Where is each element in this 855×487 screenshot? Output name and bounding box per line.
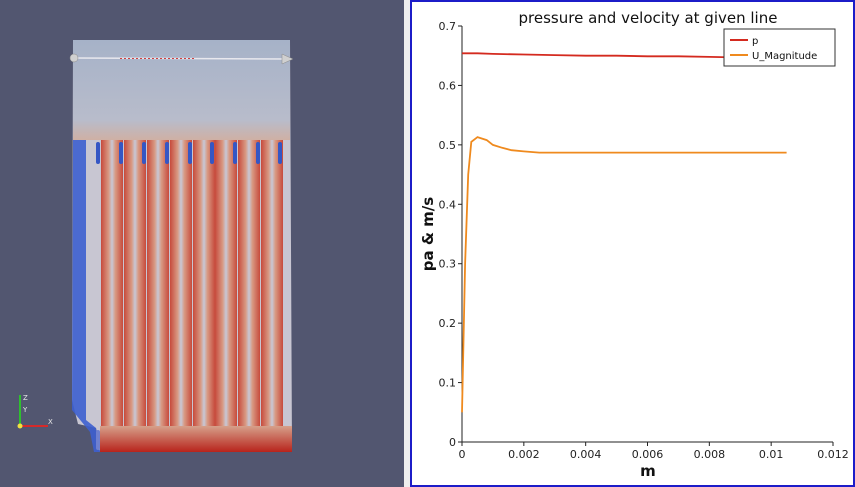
chart-legend: p U_Magnitude [723, 28, 836, 67]
legend-entry-label: p [752, 36, 758, 47]
inlet-gap-top [119, 142, 123, 164]
inlet-gap-top [96, 142, 100, 164]
y-tick-label: 0.3 [439, 258, 457, 271]
y-tick-label: 0.4 [439, 198, 457, 211]
inlet-gap-top [188, 142, 192, 164]
flow-column [261, 140, 283, 428]
inlet-gap-top [142, 142, 146, 164]
x-ticks: 0 0.002 0.004 0.006 0.008 0.01 0.012 [459, 442, 849, 461]
y-tick-label: 0.5 [439, 139, 457, 152]
inlet-gap-top [256, 142, 260, 164]
y-tick-label: 0.7 [439, 20, 457, 33]
x-tick-label: 0.006 [632, 448, 664, 461]
line-chart: pressure and velocity at given line 0 0.0… [419, 9, 849, 480]
flow-column [170, 140, 192, 428]
x-tick-label: 0.004 [570, 448, 602, 461]
x-tick-label: 0.008 [694, 448, 726, 461]
view-divider[interactable] [404, 0, 410, 487]
x-tick-label: 0.012 [817, 448, 849, 461]
top-region [73, 40, 290, 140]
legend-box [723, 28, 836, 67]
probe-end-handle[interactable] [281, 53, 294, 65]
y-axis-label: pa & m/s [419, 197, 437, 271]
orientation-axes-icon: Z Y X [17, 394, 53, 429]
flow-column [101, 140, 123, 428]
outlet-gap-bottom [96, 430, 100, 450]
inlet-gap-top [210, 142, 214, 164]
legend-entry-label: U_Magnitude [752, 51, 817, 62]
axis-label-z: Z [23, 394, 28, 402]
flow-column [124, 140, 146, 428]
left-boundary-layer [72, 140, 100, 452]
inlet-gap-top [233, 142, 237, 164]
y-tick-label: 0.1 [439, 377, 457, 390]
y-ticks: 0 0.1 0.2 0.3 0.4 0.5 0.6 0.7 [439, 20, 462, 449]
y-tick-label: 0.2 [439, 317, 457, 330]
flow-columns [96, 140, 283, 450]
y-tick-label: 0 [449, 436, 456, 449]
bottom-band [100, 426, 292, 452]
probe-start-handle[interactable] [69, 53, 79, 63]
series-lines [461, 52, 787, 413]
axis-label-y: Y [22, 406, 28, 414]
y-tick-label: 0.6 [439, 79, 457, 92]
render-view-3d[interactable]: Z Y X [0, 0, 404, 487]
flow-column [215, 140, 237, 428]
flow-column [147, 140, 169, 428]
flow-field-render: Z Y X [17, 40, 294, 452]
x-tick-label: 0.01 [759, 448, 784, 461]
line-chart-view[interactable]: pressure and velocity at given line 0 0.0… [410, 0, 855, 487]
x-tick-label: 0 [459, 448, 466, 461]
flow-column [193, 140, 215, 428]
inlet-gap-top [165, 142, 169, 164]
flow-column [238, 140, 260, 428]
x-tick-label: 0.002 [508, 448, 540, 461]
x-axis-label: m [640, 462, 656, 480]
series-line-p [462, 52, 787, 59]
chart-title: pressure and velocity at given line [519, 9, 778, 27]
axis-label-x: X [48, 418, 53, 426]
series-line-u-magnitude [461, 136, 787, 413]
inlet-gap-top [278, 142, 282, 164]
